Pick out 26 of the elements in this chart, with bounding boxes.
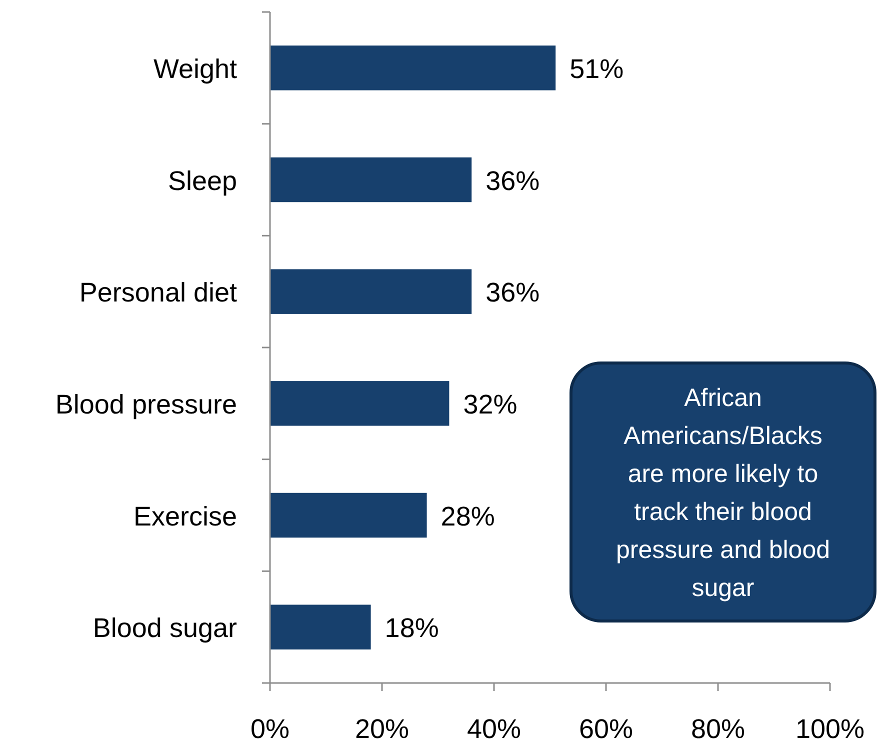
data-label: 36% bbox=[486, 166, 540, 196]
callout-box: African Americans/Blacks are more likely to track their blood pressure and blood sugar bbox=[570, 362, 876, 622]
x-tick-label: 0% bbox=[250, 714, 290, 744]
annotation: African Americans/Blacks are more likely to track their blood pressure and blood sugar bbox=[616, 384, 830, 602]
bar bbox=[270, 381, 450, 426]
x-tick-label: 20% bbox=[354, 714, 410, 744]
data-label: 32% bbox=[463, 389, 518, 420]
data-label: 51% bbox=[570, 54, 624, 84]
bar bbox=[270, 157, 472, 202]
bar bbox=[270, 46, 556, 90]
y-tick-label: Blood pressure bbox=[55, 389, 237, 420]
data-label: 36% bbox=[486, 278, 540, 308]
bar bbox=[270, 269, 472, 314]
bar bbox=[270, 492, 427, 538]
data-label: 28% bbox=[440, 501, 495, 532]
y-tick-label: Weight bbox=[153, 54, 238, 84]
x-tick-label: 80% bbox=[690, 714, 746, 744]
y-tick-label: Sleep bbox=[168, 166, 237, 196]
x-tick-label: 60% bbox=[578, 714, 634, 744]
x-tick-label: 40% bbox=[466, 714, 522, 744]
bar bbox=[270, 604, 371, 650]
y-tick-label: Blood sugar bbox=[92, 613, 237, 644]
data-label: 18% bbox=[384, 613, 439, 644]
x-tick-label: 100% bbox=[795, 714, 865, 744]
y-tick-label: Personal diet bbox=[79, 278, 238, 308]
y-tick-label: Exercise bbox=[133, 501, 237, 532]
